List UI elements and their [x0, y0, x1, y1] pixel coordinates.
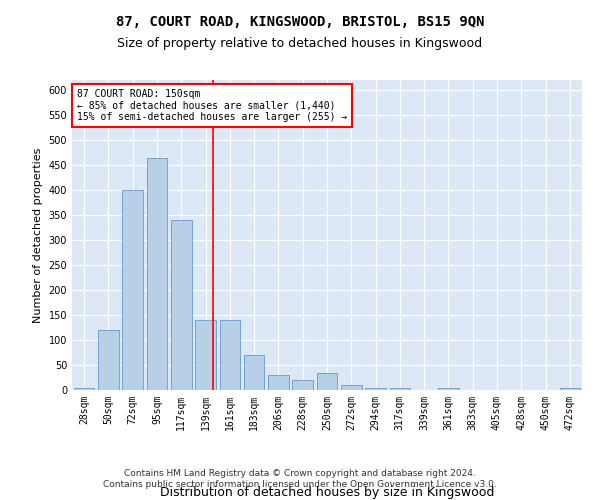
Bar	[292, 380, 313, 390]
X-axis label: Distribution of detached houses by size in Kingswood: Distribution of detached houses by size …	[160, 486, 494, 498]
Bar	[438, 388, 459, 390]
Bar	[74, 388, 94, 390]
Bar	[171, 220, 191, 390]
Text: 87, COURT ROAD, KINGSWOOD, BRISTOL, BS15 9QN: 87, COURT ROAD, KINGSWOOD, BRISTOL, BS15…	[116, 15, 484, 29]
Y-axis label: Number of detached properties: Number of detached properties	[33, 148, 43, 322]
Bar	[146, 158, 167, 390]
Text: Contains HM Land Registry data © Crown copyright and database right 2024.: Contains HM Land Registry data © Crown c…	[124, 468, 476, 477]
Text: Size of property relative to detached houses in Kingswood: Size of property relative to detached ho…	[118, 38, 482, 51]
Bar	[268, 375, 289, 390]
Bar	[389, 388, 410, 390]
Bar	[341, 385, 362, 390]
Text: Contains public sector information licensed under the Open Government Licence v3: Contains public sector information licen…	[103, 480, 497, 489]
Bar	[244, 355, 265, 390]
Bar	[317, 372, 337, 390]
Bar	[122, 190, 143, 390]
Bar	[98, 330, 119, 390]
Bar	[560, 388, 580, 390]
Bar	[195, 320, 216, 390]
Bar	[220, 320, 240, 390]
Bar	[365, 388, 386, 390]
Text: 87 COURT ROAD: 150sqm
← 85% of detached houses are smaller (1,440)
15% of semi-d: 87 COURT ROAD: 150sqm ← 85% of detached …	[77, 90, 347, 122]
